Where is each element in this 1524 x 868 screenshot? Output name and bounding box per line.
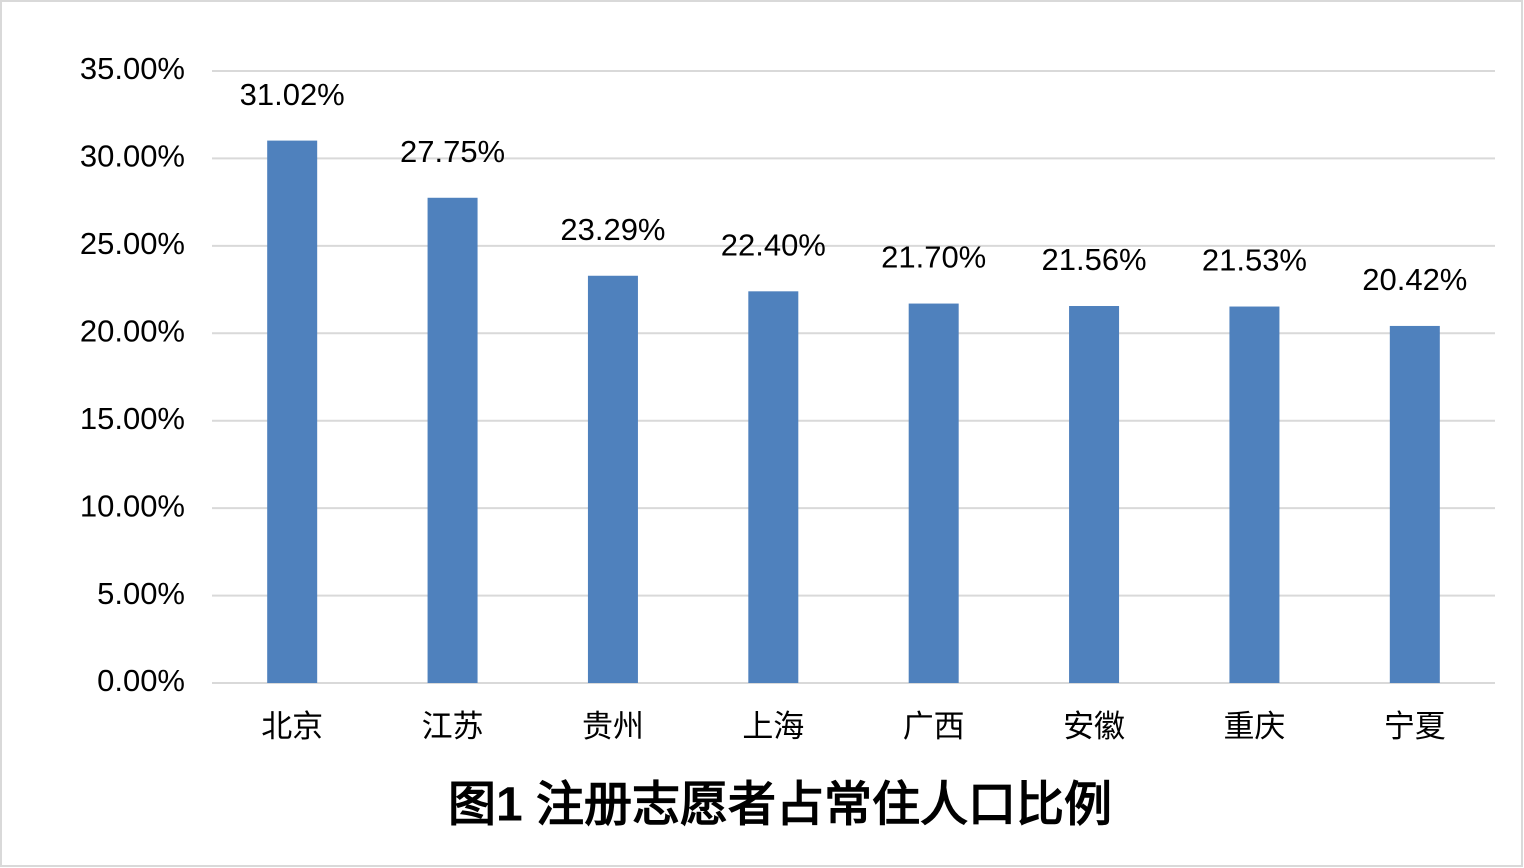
y-tick-label: 0.00% bbox=[97, 663, 185, 698]
value-label: 21.56% bbox=[1041, 242, 1146, 277]
bar bbox=[1389, 325, 1440, 683]
y-tick-label: 20.00% bbox=[80, 313, 185, 348]
value-label: 27.75% bbox=[400, 134, 505, 169]
x-tick-label: 重庆 bbox=[1223, 709, 1285, 744]
bar bbox=[748, 291, 799, 683]
value-label: 20.42% bbox=[1362, 262, 1467, 297]
bar bbox=[427, 197, 478, 683]
y-tick-label: 15.00% bbox=[80, 401, 185, 436]
x-tick-label: 广西 bbox=[903, 709, 965, 744]
x-tick-label: 北京 bbox=[261, 709, 323, 744]
bar bbox=[908, 303, 959, 683]
y-tick-label: 30.00% bbox=[80, 139, 185, 174]
bar bbox=[587, 275, 638, 683]
y-tick-label: 10.00% bbox=[80, 488, 185, 523]
x-tick-label: 安徽 bbox=[1063, 709, 1125, 744]
value-label: 21.70% bbox=[881, 240, 986, 275]
bar bbox=[1229, 306, 1280, 683]
value-label: 22.40% bbox=[721, 228, 826, 263]
value-label: 31.02% bbox=[240, 77, 345, 112]
value-label: 21.53% bbox=[1202, 243, 1307, 278]
chart-title: 图1 注册志愿者占常住人口比例 bbox=[448, 779, 1112, 832]
bar bbox=[267, 140, 318, 683]
y-tick-label: 25.00% bbox=[80, 226, 185, 261]
y-tick-label: 35.00% bbox=[80, 51, 185, 86]
x-tick-label: 贵州 bbox=[582, 709, 644, 744]
x-tick-label: 上海 bbox=[742, 709, 804, 744]
bar bbox=[1069, 306, 1120, 683]
y-tick-label: 5.00% bbox=[97, 576, 185, 611]
value-label: 23.29% bbox=[560, 212, 665, 247]
x-tick-label: 宁夏 bbox=[1384, 709, 1446, 744]
x-tick-label: 江苏 bbox=[422, 709, 484, 744]
